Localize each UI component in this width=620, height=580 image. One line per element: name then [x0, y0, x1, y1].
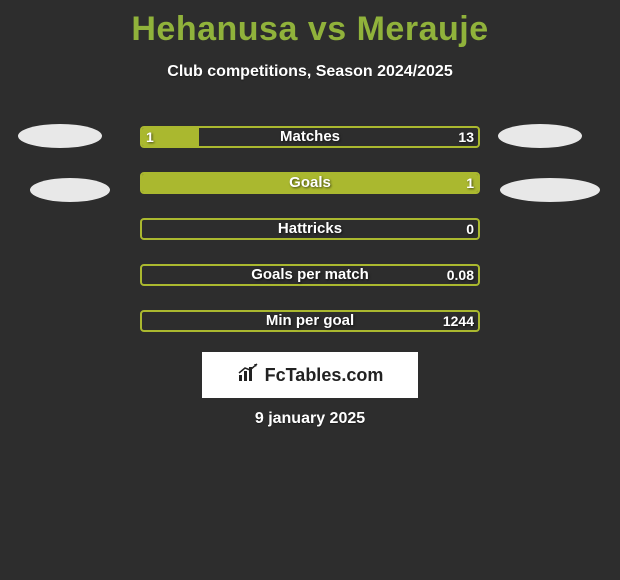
- title-vs: vs: [308, 10, 347, 48]
- brand-text: FcTables.com: [265, 365, 384, 386]
- chart-icon: [237, 363, 259, 388]
- stat-row: Goals per match0.08: [0, 264, 620, 310]
- date-text: 9 january 2025: [0, 410, 620, 428]
- stat-row: Goals1: [0, 172, 620, 218]
- stat-row: Hattricks0: [0, 218, 620, 264]
- subtitle: Club competitions, Season 2024/2025: [0, 63, 620, 81]
- stat-value-right: 0.08: [140, 264, 474, 286]
- brand-box: FcTables.com: [202, 352, 418, 398]
- title-right: Merauje: [357, 10, 489, 48]
- stat-row: Matches113: [0, 126, 620, 172]
- stat-value-right: 13: [140, 126, 474, 148]
- stat-value-right: 1244: [140, 310, 474, 332]
- stat-value-right: 0: [140, 218, 474, 240]
- title-left: Hehanusa: [131, 10, 298, 48]
- stats-rows-container: Matches113Goals1Hattricks0Goals per matc…: [0, 126, 620, 356]
- page-title: Hehanusa vs Merauje: [0, 0, 620, 49]
- stat-row: Min per goal1244: [0, 310, 620, 356]
- stat-value-right: 1: [140, 172, 474, 194]
